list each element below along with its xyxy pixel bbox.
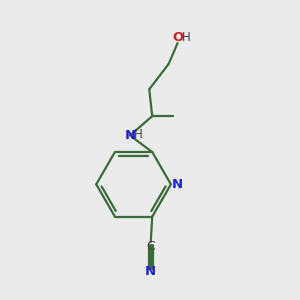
Text: N: N: [172, 178, 183, 191]
Text: H: H: [134, 128, 142, 141]
Text: N: N: [124, 129, 135, 142]
Text: O: O: [172, 32, 183, 44]
Text: N: N: [145, 265, 156, 278]
Text: H: H: [182, 31, 191, 44]
Text: C: C: [146, 240, 155, 253]
